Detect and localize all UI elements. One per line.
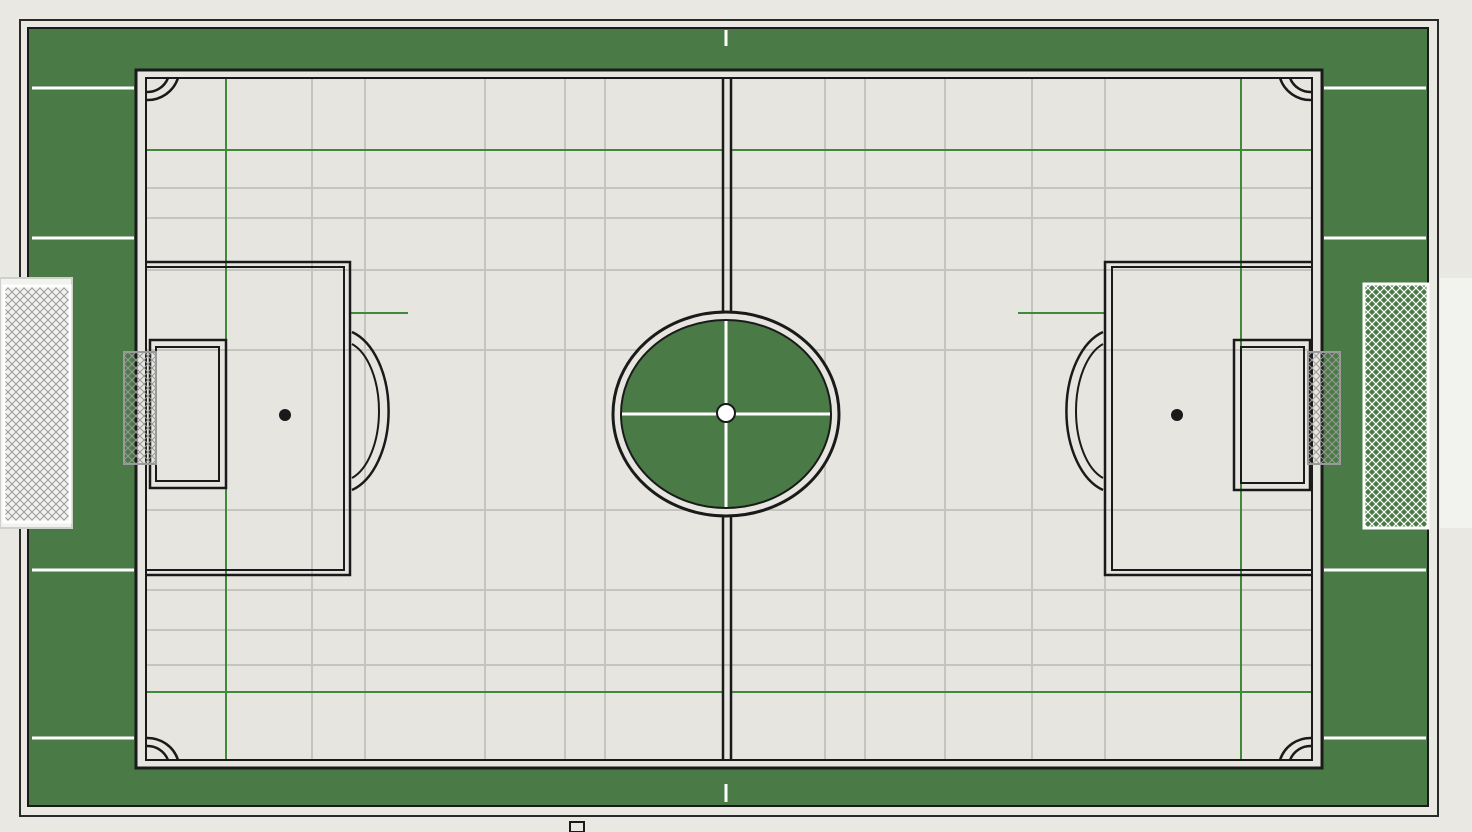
- corner-arc-bottom-left: [145, 736, 180, 761]
- right-goal-net: [1362, 282, 1430, 530]
- bottom-marker: [569, 821, 585, 832]
- corner-arc-bottom-right: [1278, 736, 1313, 761]
- right-goal: [1307, 278, 1472, 530]
- left-penalty-spot: [279, 409, 291, 421]
- left-goal: [0, 277, 157, 529]
- left-goal-net: [2, 284, 72, 524]
- turf-markers: [32, 30, 1426, 802]
- corner-arcs: [145, 77, 1313, 761]
- corner-arc-top-right: [1278, 77, 1313, 102]
- center-circle: [611, 310, 841, 518]
- center-spot: [716, 403, 736, 423]
- left-penalty-area: [147, 260, 390, 577]
- left-goal-mouth: [123, 351, 157, 465]
- corner-arc-top-left: [145, 77, 180, 102]
- right-penalty-spot: [1171, 409, 1183, 421]
- left-penalty-arc: [351, 330, 390, 492]
- right-penalty-area: [1065, 260, 1312, 577]
- right-penalty-arc: [1065, 330, 1104, 492]
- right-goal-mouth: [1307, 351, 1341, 465]
